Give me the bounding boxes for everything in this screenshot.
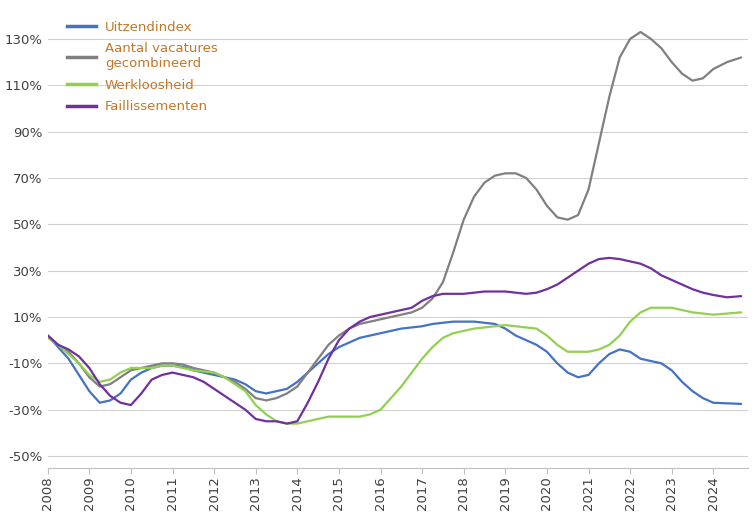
Uitzendindex: [210, 372, 219, 378]
Uitzendindex: [584, 372, 593, 378]
Faillissementen: [688, 286, 697, 292]
Uitzendindex: [449, 319, 458, 325]
Aantal vacatures
gecombineerd: [335, 333, 344, 339]
Werkloosheid: [365, 411, 374, 417]
Uitzendindex: [43, 333, 52, 339]
Line: Faillissementen: Faillissementen: [47, 258, 741, 424]
Aantal vacatures
gecombineerd: [262, 397, 271, 403]
Aantal vacatures
gecombineerd: [96, 383, 105, 390]
Aantal vacatures
gecombineerd: [126, 367, 135, 373]
Werkloosheid: [126, 365, 135, 371]
Aantal vacatures
gecombineerd: [365, 319, 374, 325]
Werkloosheid: [647, 305, 656, 311]
Faillissementen: [335, 337, 344, 343]
Legend: Uitzendindex, Aantal vacatures
gecombineerd, Werkloosheid, Faillissementen: Uitzendindex, Aantal vacatures gecombine…: [62, 15, 223, 119]
Werkloosheid: [688, 309, 697, 316]
Line: Uitzendindex: Uitzendindex: [47, 322, 741, 404]
Faillissementen: [43, 333, 52, 339]
Line: Aantal vacatures
gecombineerd: Aantal vacatures gecombineerd: [47, 32, 741, 400]
Line: Werkloosheid: Werkloosheid: [47, 308, 741, 424]
Uitzendindex: [251, 388, 260, 394]
Aantal vacatures
gecombineerd: [688, 78, 697, 84]
Faillissementen: [605, 255, 614, 261]
Faillissementen: [574, 268, 583, 274]
Uitzendindex: [335, 344, 344, 350]
Aantal vacatures
gecombineerd: [574, 212, 583, 218]
Uitzendindex: [678, 379, 687, 385]
Aantal vacatures
gecombineerd: [737, 54, 746, 61]
Faillissementen: [96, 381, 105, 387]
Uitzendindex: [737, 401, 746, 407]
Faillissementen: [365, 314, 374, 320]
Faillissementen: [737, 293, 746, 299]
Uitzendindex: [96, 400, 105, 406]
Aantal vacatures
gecombineerd: [636, 29, 645, 35]
Werkloosheid: [737, 309, 746, 316]
Werkloosheid: [574, 348, 583, 355]
Werkloosheid: [43, 335, 52, 341]
Werkloosheid: [96, 379, 105, 385]
Faillissementen: [283, 420, 292, 427]
Faillissementen: [126, 402, 135, 408]
Werkloosheid: [335, 414, 344, 420]
Werkloosheid: [283, 420, 292, 427]
Aantal vacatures
gecombineerd: [43, 333, 52, 339]
